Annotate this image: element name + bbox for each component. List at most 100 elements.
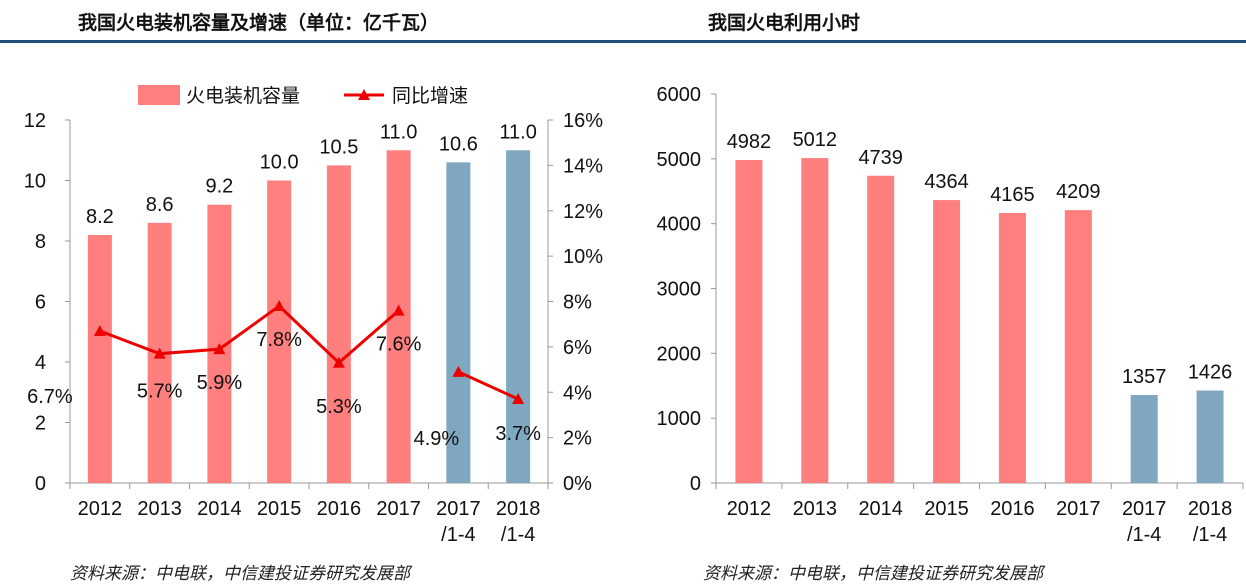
legend-growth-marker [358, 89, 370, 100]
right-y-tick-label: 12% [563, 201, 603, 223]
right-source-note: 资料来源：中电联，中信建投证券研究发展部 [703, 564, 1043, 584]
util-y-tick-label: 2000 [657, 343, 702, 365]
hours-bar [735, 160, 763, 483]
left-y-tick-label: 6 [35, 292, 46, 314]
growth-value-label: 7.6% [376, 334, 422, 356]
right-y-tick-label: 2% [563, 428, 592, 450]
growth-line [457, 370, 519, 401]
hours-bar [998, 212, 1026, 483]
util-y-tick-label: 1000 [657, 408, 702, 430]
util-y-tick-label: 0 [690, 473, 701, 495]
hours-bar [801, 158, 829, 483]
growth-marker [93, 324, 106, 336]
x-tick-label-sub: /1-4 [441, 524, 475, 546]
util-x-tick-label: 2015 [924, 498, 969, 520]
left-y-tick-label: 0 [35, 473, 46, 495]
growth-value-label: 7.8% [256, 329, 302, 351]
right-chart-title: 我国火电利用小时 [708, 12, 861, 34]
capacity-value-label: 8.2 [86, 206, 114, 228]
x-tick-label: 2012 [78, 498, 123, 520]
growth-value-label: 4.9% [414, 428, 460, 450]
growth-marker [392, 304, 405, 316]
growth-marker [213, 343, 226, 355]
capacity-value-label: 8.6 [146, 194, 174, 216]
legend-growth-label: 同比增速 [392, 85, 468, 107]
hours-value-label: 1357 [1122, 366, 1167, 388]
hours-value-label: 4209 [1056, 181, 1101, 203]
growth-value-label: 6.7% [27, 386, 73, 408]
growth-value-label: 5.7% [137, 381, 183, 403]
right-y-tick-label: 0% [563, 473, 592, 495]
util-x-tick-label: 2017 [1056, 498, 1101, 520]
growth-marker [512, 393, 525, 405]
right-y-tick-label: 8% [563, 292, 592, 314]
x-tick-label: 2014 [197, 498, 242, 520]
right-y-tick-label: 16% [563, 110, 603, 132]
capacity-bar [506, 150, 531, 483]
hours-bar [1130, 395, 1158, 483]
util-x-tick-label: 2018 [1188, 498, 1233, 520]
growth-marker [153, 347, 166, 359]
x-tick-label: 2017 [376, 498, 421, 520]
left-y-tick-label: 12 [24, 110, 46, 132]
util-y-tick-label: 4000 [657, 214, 702, 236]
hours-bar [933, 200, 961, 484]
growth-marker [452, 365, 465, 377]
x-tick-label-sub: /1-4 [501, 524, 535, 546]
growth-value-label: 3.7% [495, 423, 541, 445]
right-y-tick-label: 6% [563, 337, 592, 359]
hours-value-label: 4739 [858, 147, 903, 169]
capacity-bar [267, 180, 292, 483]
util-y-tick-label: 3000 [657, 279, 702, 301]
util-x-tick-label: 2014 [858, 498, 903, 520]
capacity-value-label: 10.5 [319, 136, 358, 158]
util-x-tick-label: 2013 [793, 498, 838, 520]
capacity-value-label: 11.0 [499, 121, 536, 143]
hours-value-label: 4364 [924, 171, 969, 193]
hours-value-label: 1426 [1188, 362, 1233, 384]
left-y-tick-label: 10 [24, 171, 46, 193]
util-x-tick-label-sub: /1-4 [1193, 524, 1227, 546]
capacity-value-label: 10.0 [260, 152, 299, 174]
hours-bar [1064, 210, 1092, 483]
growth-marker [332, 356, 345, 368]
hours-bar [867, 175, 895, 484]
util-x-tick-label: 2017 [1122, 498, 1167, 520]
left-chart-title: 我国火电装机容量及增速（单位：亿千瓦） [78, 12, 440, 34]
legend-capacity-label: 火电装机容量 [186, 85, 300, 107]
hours-value-label: 4165 [990, 184, 1035, 206]
right-y-tick-label: 10% [563, 246, 603, 268]
capacity-bar [87, 234, 112, 483]
left-y-tick-label: 8 [35, 231, 46, 253]
right-y-tick-label: 4% [563, 382, 592, 404]
hours-value-label: 4982 [727, 131, 772, 153]
capacity-bar [326, 165, 351, 483]
util-x-tick-label: 2012 [727, 498, 772, 520]
x-tick-label: 2015 [257, 498, 302, 520]
hours-bar [1196, 390, 1224, 483]
left-chart-canvas: 0 2 4 6 8 10 12 0% 2% 4% 6% 8% 10% 12% 14% 16% 2012 2013 2… [24, 85, 603, 546]
x-tick-label: 2017 [436, 498, 481, 520]
x-tick-label: 2018 [496, 498, 541, 520]
header-rule [0, 40, 1246, 43]
growth-line [99, 304, 400, 365]
util-x-tick-label-sub: /1-4 [1127, 524, 1161, 546]
capacity-value-label: 10.6 [439, 133, 478, 155]
right-y-tick-label: 14% [563, 155, 603, 177]
growth-value-label: 5.3% [316, 396, 362, 418]
capacity-value-label: 11.0 [380, 121, 417, 143]
left-y-tick-label: 4 [35, 352, 46, 374]
legend-capacity-swatch [138, 85, 180, 105]
x-tick-label: 2013 [137, 498, 182, 520]
util-y-tick-label: 6000 [657, 84, 702, 106]
capacity-bar [446, 162, 471, 483]
growth-marker [273, 300, 286, 312]
growth-value-label: 5.9% [197, 372, 243, 394]
util-x-tick-label: 2016 [990, 498, 1035, 520]
hours-value-label: 5012 [793, 129, 838, 151]
capacity-value-label: 9.2 [205, 176, 233, 198]
util-y-tick-label: 5000 [657, 149, 702, 171]
x-tick-label: 2016 [317, 498, 362, 520]
left-y-tick-label: 2 [35, 413, 46, 435]
left-source-note: 资料来源：中电联，中信建投证券研究发展部 [70, 564, 410, 584]
